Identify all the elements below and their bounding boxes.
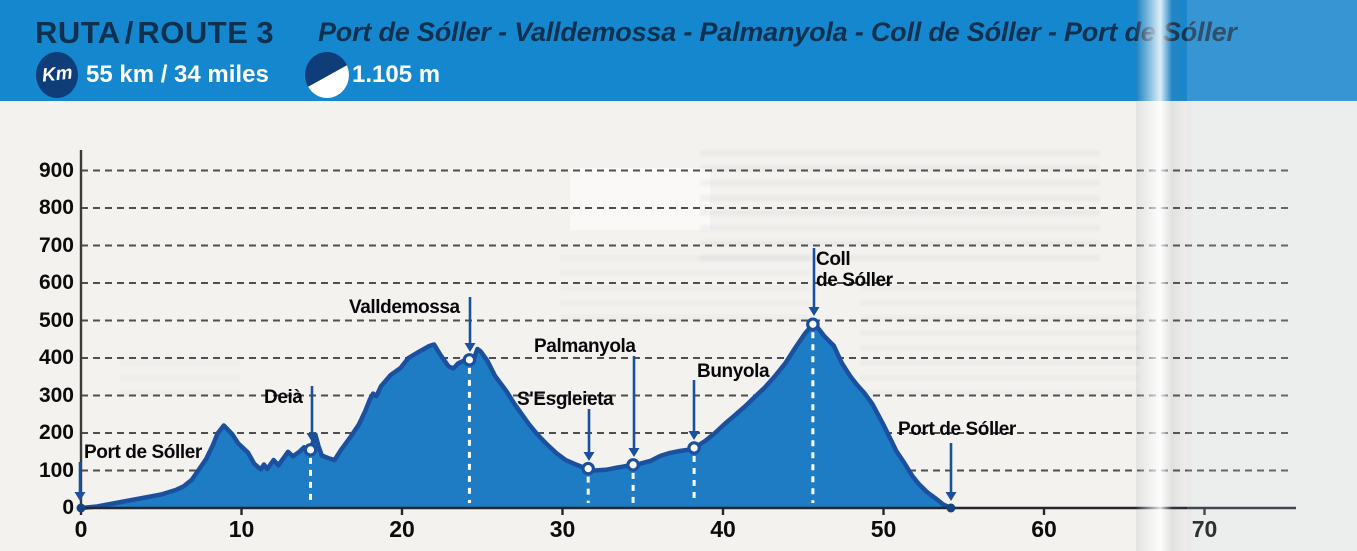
x-tick-label-30: 30 [549,516,576,542]
y-tick-label-600: 600 [38,271,74,294]
y-tick-label-800: 800 [38,196,74,219]
waypoint-label-6: Coll de Sóller [816,249,893,291]
route-word-separator: / [124,15,134,50]
route-distance: 55 km / 34 miles [86,61,269,88]
km-badge-icon: Km [36,52,78,98]
y-tick-label-300: 300 [38,383,74,407]
waypoint-arrowhead-3 [583,452,595,461]
elevation-area [81,324,951,508]
route-elevation-gain: 1.105 m [352,61,441,88]
route-name: RUTA / ROUTE 3 [35,15,274,51]
x-tick-label-70: 70 [1191,516,1218,542]
y-tick-label-200: 200 [38,421,74,444]
waypoint-label-1: Deià [264,387,303,408]
y-tick-label-0: 0 [62,496,74,519]
waypoint-marker-3 [581,461,595,476]
x-tick-label-0: 0 [74,516,88,542]
waypoint-marker-6 [806,317,820,332]
route-header: RUTA / ROUTE 3 Port de Sóller - Valldemossa… [0,0,1357,101]
waypoint-arrowhead-2 [464,343,476,352]
y-tick-label-900: 900 [38,158,74,182]
waypoint-label-3: S'Esgleieta [517,389,614,410]
route-number: 3 [256,15,274,50]
waypoint-marker-2 [462,353,477,367]
y-tick-label-100: 100 [38,458,74,482]
waypoint-label-0: Port de Sóller [84,442,202,463]
waypoint-marker-4 [626,458,640,472]
route-word-en: ROUTE [137,15,249,50]
waypoint-marker-0 [76,503,86,513]
x-tick-label-40: 40 [710,516,736,542]
waypoint-marker-1 [303,443,318,457]
y-tick-label-500: 500 [38,308,74,332]
waypoint-arrowhead-6 [808,307,820,316]
x-tick-label-10: 10 [228,516,255,542]
route-word-es: RUTA [35,15,121,50]
elevation-gain-icon [305,52,349,98]
y-tick-label-700: 700 [38,233,74,257]
y-tick-label-400: 400 [38,346,74,369]
x-tick-label-50: 50 [870,516,897,542]
route-title: Port de Sóller - Valldemossa - Palmanyol… [318,17,1237,47]
waypoint-arrowhead-0 [74,492,86,501]
waypoint-arrowhead-7 [945,492,957,501]
waypoint-arrowhead-1 [306,433,318,442]
waypoint-label-4: Palmanyola [534,336,636,357]
waypoint-label-2: Valldemossa [349,297,460,318]
waypoint-arrowhead-5 [688,431,700,440]
x-tick-label-60: 60 [1031,516,1057,542]
waypoint-arrowhead-4 [628,448,640,457]
waypoint-marker-7 [946,503,956,513]
waypoint-label-7: Port de Sóller [898,419,1016,440]
x-tick-label-20: 20 [389,516,415,542]
waypoint-marker-5 [687,441,701,455]
waypoint-label-5: Bunyola [697,361,770,382]
